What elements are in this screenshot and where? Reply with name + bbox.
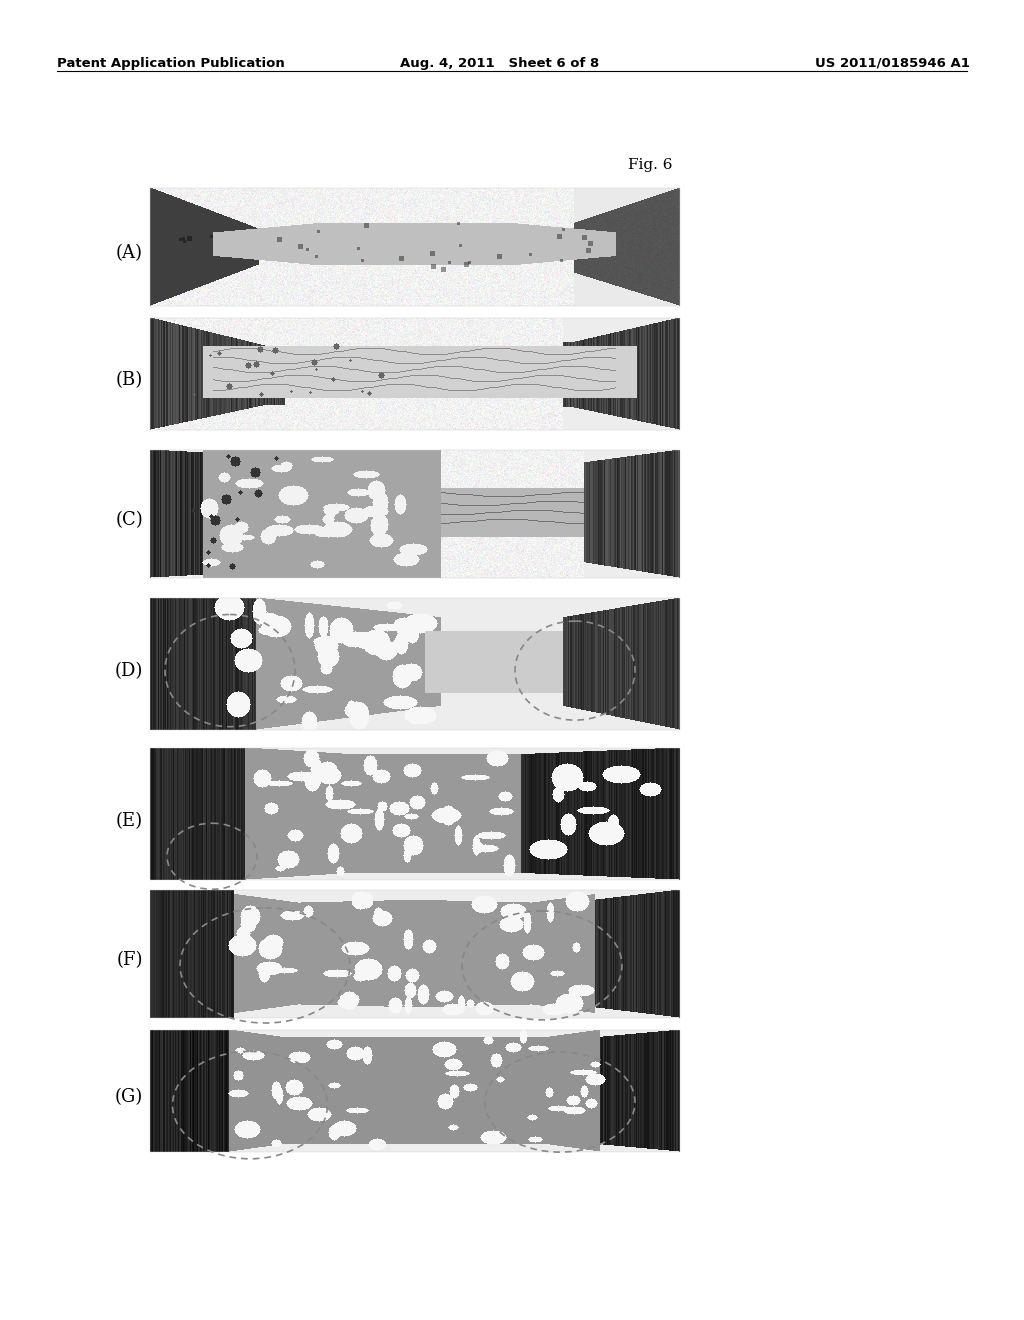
Bar — [150, 187, 680, 306]
Text: (A): (A) — [116, 244, 143, 261]
Bar — [150, 748, 680, 880]
Bar — [150, 890, 680, 1018]
Text: (G): (G) — [115, 1088, 143, 1106]
Text: (C): (C) — [116, 511, 143, 529]
Text: (E): (E) — [116, 812, 143, 829]
Text: Fig. 6: Fig. 6 — [628, 158, 673, 172]
Text: Aug. 4, 2011   Sheet 6 of 8: Aug. 4, 2011 Sheet 6 of 8 — [400, 57, 599, 70]
Bar — [150, 1030, 680, 1152]
Text: (F): (F) — [117, 952, 143, 969]
Text: US 2011/0185946 A1: US 2011/0185946 A1 — [815, 57, 970, 70]
Text: (D): (D) — [115, 661, 143, 680]
Bar — [150, 450, 680, 578]
Bar — [150, 598, 680, 730]
Text: Patent Application Publication: Patent Application Publication — [57, 57, 285, 70]
Text: (B): (B) — [116, 371, 143, 388]
Bar — [150, 318, 680, 430]
